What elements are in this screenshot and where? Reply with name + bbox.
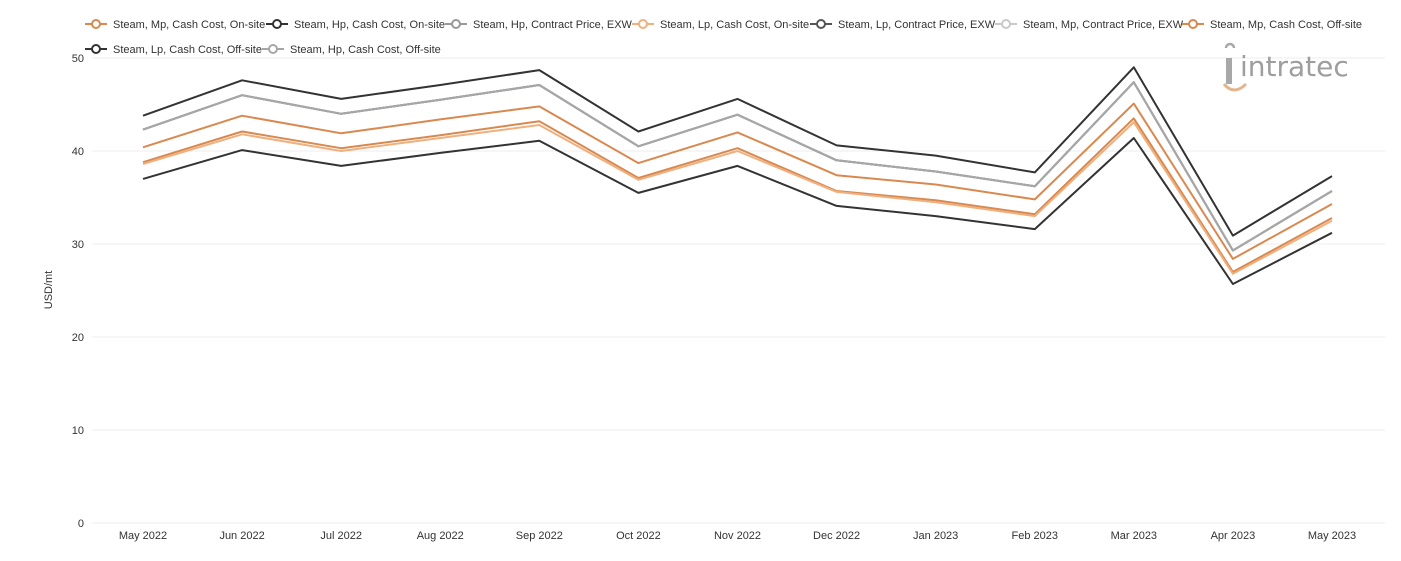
legend-item[interactable]: Steam, Hp, Contract Price, EXW xyxy=(445,19,633,31)
legend-item[interactable]: Steam, Lp, Cash Cost, Off-site xyxy=(85,44,262,56)
x-tick-label: Jun 2022 xyxy=(219,530,264,542)
legend-label: Steam, Hp, Cash Cost, Off-site xyxy=(290,44,441,56)
series-line-2 xyxy=(142,137,1333,285)
legend-marker xyxy=(1188,19,1198,29)
y-axis: 0 10 20 30 40 50 xyxy=(72,53,84,530)
y-tick-label: 50 xyxy=(72,53,84,65)
x-tick-label: Mar 2023 xyxy=(1111,530,1157,542)
legend-item[interactable]: Steam, Lp, Contract Price, EXW xyxy=(810,19,996,31)
series-line-7 xyxy=(142,102,1333,260)
legend-marker xyxy=(1001,19,1011,29)
legend-label: Steam, Mp, Cash Cost, Off-site xyxy=(1210,19,1362,31)
legend-label: Steam, Lp, Cash Cost, On-site xyxy=(660,19,809,31)
legend-marker xyxy=(91,44,101,54)
x-tick-label: May 2022 xyxy=(119,530,167,542)
legend-marker xyxy=(638,19,648,29)
legend-item[interactable]: Steam, Mp, Cash Cost, Off-site xyxy=(1182,19,1362,31)
y-tick-label: 30 xyxy=(72,239,84,251)
y-tick-label: 20 xyxy=(72,332,84,344)
x-tick-label: Jul 2022 xyxy=(320,530,362,542)
series-line-4 xyxy=(142,121,1333,275)
legend-label: Steam, Lp, Cash Cost, Off-site xyxy=(113,44,262,56)
x-tick-label: Sep 2022 xyxy=(516,530,563,542)
series-line-8 xyxy=(142,66,1333,237)
legend-marker xyxy=(272,19,282,29)
chart-series xyxy=(142,66,1333,285)
intratec-logo-icon xyxy=(1222,42,1248,92)
x-tick-label: Feb 2023 xyxy=(1012,530,1058,542)
legend-item[interactable]: Steam, Lp, Cash Cost, On-site xyxy=(632,19,809,31)
x-tick-label: Dec 2022 xyxy=(813,530,860,542)
chart-grid xyxy=(92,57,1385,524)
x-tick-label: May 2023 xyxy=(1308,530,1356,542)
series-line-9 xyxy=(142,81,1333,252)
legend-marker xyxy=(91,19,101,29)
y-axis-label: USD/mt xyxy=(43,271,55,310)
legend-label: Steam, Mp, Contract Price, EXW xyxy=(1023,19,1184,31)
legend-item[interactable]: Steam, Mp, Contract Price, EXW xyxy=(995,19,1184,31)
series-line-1 xyxy=(142,117,1333,273)
x-tick-label: Aug 2022 xyxy=(417,530,464,542)
x-tick-label: Nov 2022 xyxy=(714,530,761,542)
logo-text: intratec xyxy=(1240,50,1349,83)
legend-marker xyxy=(268,44,278,54)
legend-item[interactable]: Steam, Mp, Cash Cost, On-site xyxy=(85,19,265,31)
legend-item[interactable]: Steam, Hp, Cash Cost, On-site xyxy=(266,19,445,31)
x-axis: May 2022 Jun 2022 Jul 2022 Aug 2022 Sep 2022… xyxy=(119,530,1356,542)
legend-label: Steam, Hp, Contract Price, EXW xyxy=(473,19,633,31)
legend-label: Steam, Mp, Cash Cost, On-site xyxy=(113,19,265,31)
legend-marker xyxy=(451,19,461,29)
legend-item[interactable]: Steam, Hp, Cash Cost, Off-site xyxy=(262,44,441,56)
legend-marker xyxy=(816,19,826,29)
x-tick-label: Apr 2023 xyxy=(1211,530,1256,542)
legend-label: Steam, Hp, Cash Cost, On-site xyxy=(294,19,445,31)
x-tick-label: Jan 2023 xyxy=(913,530,958,542)
y-tick-label: 40 xyxy=(72,146,84,158)
chart-legend: Steam, Mp, Cash Cost, On-site Steam, Hp, … xyxy=(85,19,1362,56)
intratec-logo: intratec xyxy=(1222,42,1349,92)
x-tick-label: Oct 2022 xyxy=(616,530,661,542)
y-tick-label: 0 xyxy=(78,518,84,530)
y-tick-label: 10 xyxy=(72,425,84,437)
legend-label: Steam, Lp, Contract Price, EXW xyxy=(838,19,996,31)
